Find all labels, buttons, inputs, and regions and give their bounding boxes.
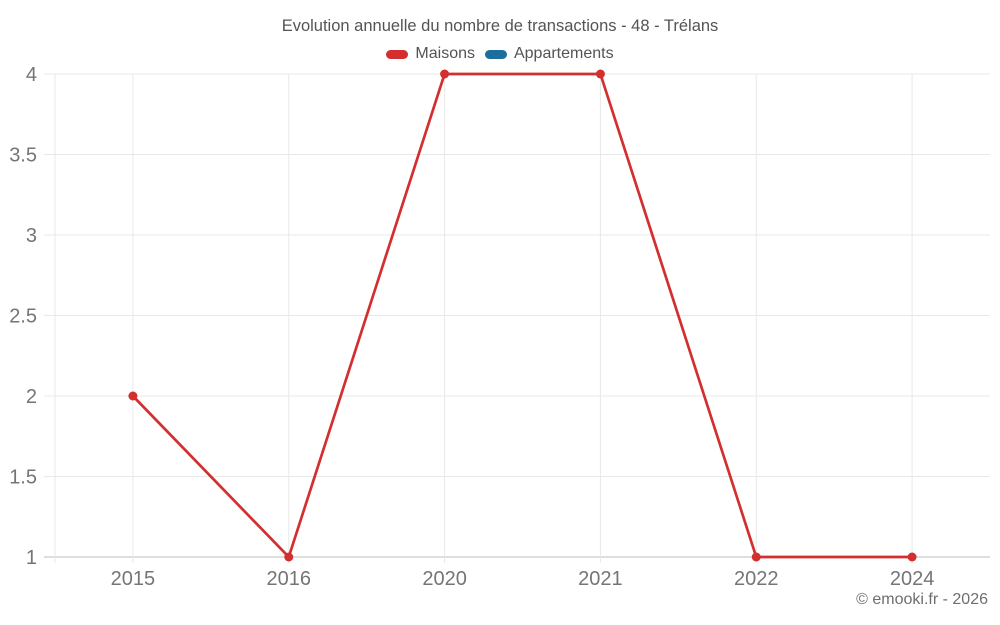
chart-legend: Maisons Appartements: [0, 45, 1000, 63]
x-tick-label: 2015: [111, 568, 156, 590]
data-point[interactable]: [595, 69, 605, 79]
x-tick-label: 2022: [734, 568, 779, 590]
data-point[interactable]: [440, 69, 450, 79]
y-tick-label: 3: [26, 225, 37, 247]
x-tick-label: 2020: [422, 568, 467, 590]
series-line: [131, 72, 913, 560]
x-tick-label: 2021: [578, 568, 623, 590]
y-tick-label: 4: [26, 64, 37, 86]
appartements-series-swatch-icon: [484, 49, 507, 59]
y-tick-label: 1: [26, 547, 37, 569]
y-tick-label: 2.5: [9, 306, 37, 328]
legend-item-maisons[interactable]: Maisons: [386, 45, 475, 63]
x-tick-label: 2016: [267, 568, 312, 590]
legend-label-appartements: Appartements: [513, 45, 614, 62]
data-point[interactable]: [907, 552, 917, 562]
y-tick-label: 2: [26, 386, 37, 408]
data-point[interactable]: [128, 391, 138, 401]
legend-item-appartements[interactable]: Appartements: [484, 45, 614, 63]
chart-title: Evolution annuelle du nombre de transact…: [281, 17, 719, 35]
data-point[interactable]: [751, 552, 761, 562]
x-tick-label: 2024: [890, 568, 935, 590]
data-point[interactable]: [284, 552, 294, 562]
y-tick-label: 1.5: [9, 467, 37, 489]
copyright-credit: © emooki.fr - 2026: [856, 591, 988, 608]
maisons-series-swatch-icon: [386, 49, 409, 59]
y-tick-label: 3.5: [9, 145, 37, 167]
legend-label-maisons: Maisons: [415, 45, 475, 62]
